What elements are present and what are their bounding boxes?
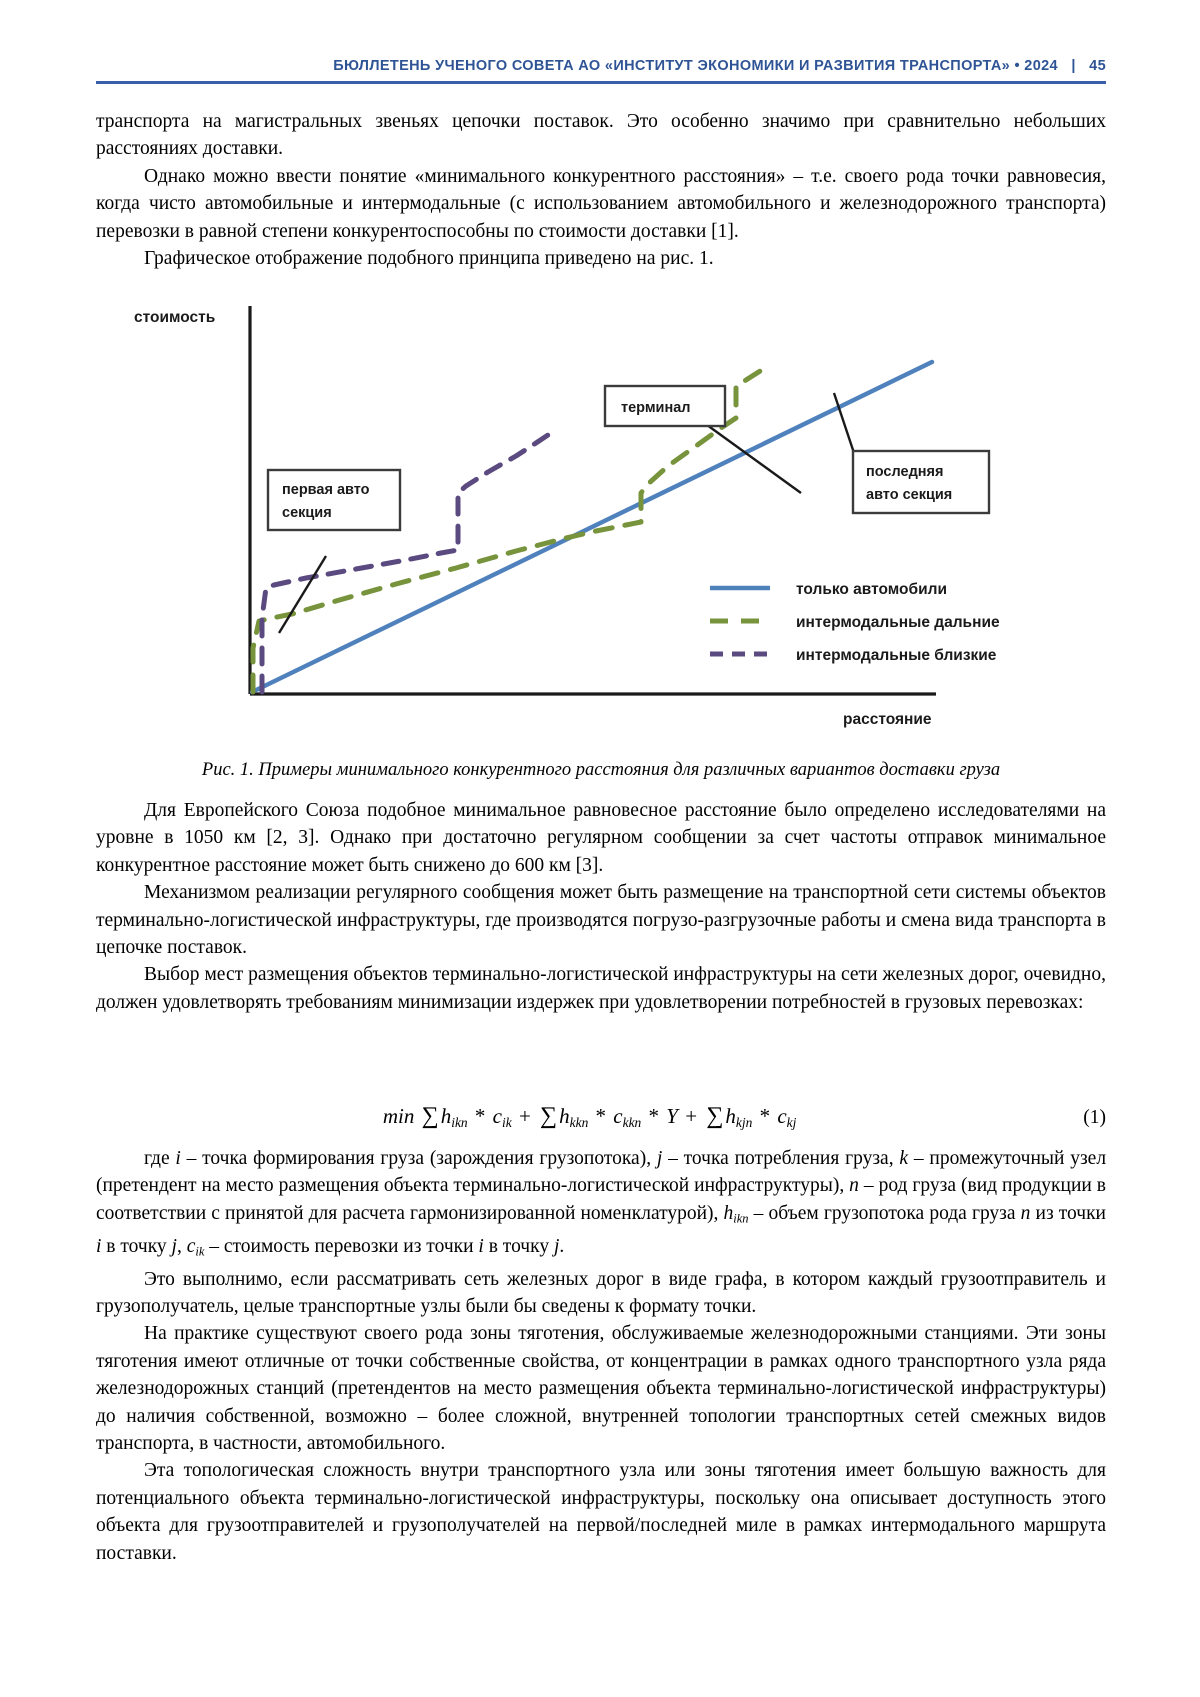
equation-c-2: c — [613, 1104, 623, 1128]
figure-1-caption: Рис. 1. Примеры минимального конкурентно… — [201, 760, 1001, 780]
symbol-i-1: i — [175, 1148, 181, 1169]
header-year: 2024 — [1024, 58, 1058, 74]
first-auto-section-label-line2: секция — [282, 505, 332, 521]
paragraph-1: транспорта на магистральных звеньях цепо… — [96, 111, 1106, 160]
equation-Y: Y — [666, 1104, 678, 1128]
equation-h-1-sub: ikn — [451, 1114, 468, 1130]
figure-1-graphic: стоимость расстояние первая авто секция … — [134, 306, 1000, 728]
symbol-n-2: n — [1020, 1202, 1031, 1224]
body-text-bottom: где i – точка формирования груза (зарожд… — [96, 1145, 1106, 1567]
last-auto-section-leader — [832, 392, 856, 454]
equation-1-number: (1) — [1083, 1107, 1106, 1128]
symbol-n-1: n — [849, 1175, 859, 1197]
paragraph-7: где i – точка формирования груза (зарожд… — [96, 1148, 1107, 1259]
equation-1: min ∑hikn * cik + ∑hkkn * ckkn * Y + ∑hk… — [96, 1103, 1083, 1131]
paragraph-3: Графическое отображение подобного принци… — [144, 248, 714, 270]
equation-c-2-sub: kkn — [622, 1114, 642, 1130]
page-header: БЮЛЛЕТЕНЬ УЧЕНОГО СОВЕТА АО «ИНСТИТУТ ЭК… — [96, 58, 1106, 84]
paragraph-10: Эта топологическая сложность внутри тран… — [96, 1460, 1106, 1564]
x-axis-label: расстояние — [843, 711, 932, 728]
legend-label-intermodal-short: интермодальные близкие — [796, 647, 997, 664]
equation-c-3: c — [777, 1104, 787, 1128]
equation-c-1-sub: ik — [501, 1114, 512, 1130]
symbol-i-3: i — [478, 1235, 484, 1257]
equation-mult-2: * — [595, 1104, 607, 1128]
equation-c-1: c — [492, 1104, 502, 1128]
para-7-i: в точку — [488, 1235, 550, 1257]
symbol-h-ikn: hikn — [723, 1202, 749, 1226]
symbol-c-ik: cik — [186, 1235, 205, 1259]
chart-legend: только автомобили интермодальные дальние… — [710, 581, 1000, 664]
first-auto-section-box — [266, 468, 402, 532]
equation-plus-2: + — [685, 1104, 698, 1128]
y-axis-label: стоимость — [134, 309, 215, 326]
symbol-k-1: k — [899, 1148, 909, 1169]
legend-label-only-trucks: только автомобили — [796, 581, 947, 598]
equation-plus-1: + — [518, 1104, 531, 1128]
para-7-h: – стоимость перевозки из точки — [209, 1235, 474, 1257]
equation-min: min — [382, 1104, 415, 1128]
header-bullet: • — [1014, 58, 1020, 74]
equation-h-1: h — [440, 1104, 452, 1128]
paragraph-2: Однако можно ввести понятие «минимальног… — [96, 165, 1106, 242]
equation-c-3-sub: kj — [786, 1114, 797, 1130]
first-auto-section-label-line1: первая авто — [282, 482, 370, 498]
equation-mult-4: * — [759, 1104, 771, 1128]
last-auto-section-label-line2: авто секция — [866, 487, 952, 503]
series-only-trucks — [249, 359, 935, 695]
series-intermodal-short — [259, 430, 554, 695]
equation-sum-2: ∑ — [540, 1103, 558, 1129]
symbol-i-2: i — [96, 1235, 102, 1257]
last-auto-section-box — [851, 449, 991, 515]
paragraph-5: Механизмом реализации регулярного сообще… — [96, 882, 1106, 959]
equation-h-3-sub: kjn — [735, 1114, 753, 1130]
terminal-leader — [695, 416, 802, 494]
paragraph-8: Это выполнимо, если рассматривать сеть ж… — [96, 1268, 1106, 1317]
equation-mult-1: * — [474, 1104, 486, 1128]
para-7-c: – промежуточный узел (претендент на мест… — [96, 1148, 1107, 1197]
header-journal-line: БЮЛЛЕТЕНЬ УЧЕНОГО СОВЕТА АО «ИНСТИТУТ ЭК… — [96, 58, 1106, 74]
para-7-e: – объем грузопотока рода груза — [753, 1202, 1016, 1224]
para-7-b: – точка потребления груза, — [668, 1148, 894, 1169]
body-text-top: транспорта на магистральных звеньях цепо… — [96, 108, 1106, 272]
journal-title: БЮЛЛЕТЕНЬ УЧЕНОГО СОВЕТА АО «ИНСТИТУТ ЭК… — [333, 58, 1011, 74]
para-7-a: – точка формирования груза (зарождения г… — [186, 1148, 652, 1169]
last-auto-section-label-line1: последняя — [866, 464, 943, 480]
paragraph-6: Выбор мест размещения объектов терминаль… — [96, 964, 1106, 1013]
series-intermodal-long — [250, 363, 771, 695]
symbol-j-1: j — [656, 1148, 663, 1169]
equation-h-2: h — [559, 1104, 570, 1128]
para-7-f: из точки — [1035, 1202, 1106, 1224]
para-7-g: в точку — [106, 1235, 167, 1257]
terminal-box — [603, 384, 727, 428]
page-number: 45 — [1089, 58, 1106, 74]
header-separator: | — [1071, 58, 1076, 74]
para-7-prefix: где — [144, 1148, 170, 1169]
equation-1-row: min ∑hikn * cik + ∑hkkn * ckkn * Y + ∑hk… — [96, 1103, 1106, 1131]
equation-h-3: h — [725, 1104, 736, 1128]
paragraph-9: На практике существуют своего рода зоны … — [96, 1323, 1106, 1455]
symbol-j-3: j — [553, 1235, 560, 1257]
first-auto-section-leader — [277, 555, 328, 634]
equation-mult-3: * — [648, 1104, 660, 1128]
equation-sum-3: ∑ — [706, 1103, 724, 1129]
equation-sum-1: ∑ — [421, 1103, 439, 1129]
body-text-middle: Для Европейского Союза подобное минималь… — [96, 797, 1106, 1016]
figure-1: стоимость расстояние первая авто секция … — [96, 288, 1106, 748]
symbol-j-2: j — [171, 1235, 177, 1257]
equation-h-2-sub: kkn — [569, 1114, 589, 1130]
terminal-label: терминал — [621, 400, 691, 416]
para-7-d: – род груза (вид продукции в соответстви… — [96, 1175, 1107, 1224]
header-divider — [96, 81, 1106, 84]
legend-label-intermodal-long: интермодальные дальние — [796, 614, 1000, 631]
paragraph-4: Для Европейского Союза подобное минималь… — [96, 800, 1106, 876]
